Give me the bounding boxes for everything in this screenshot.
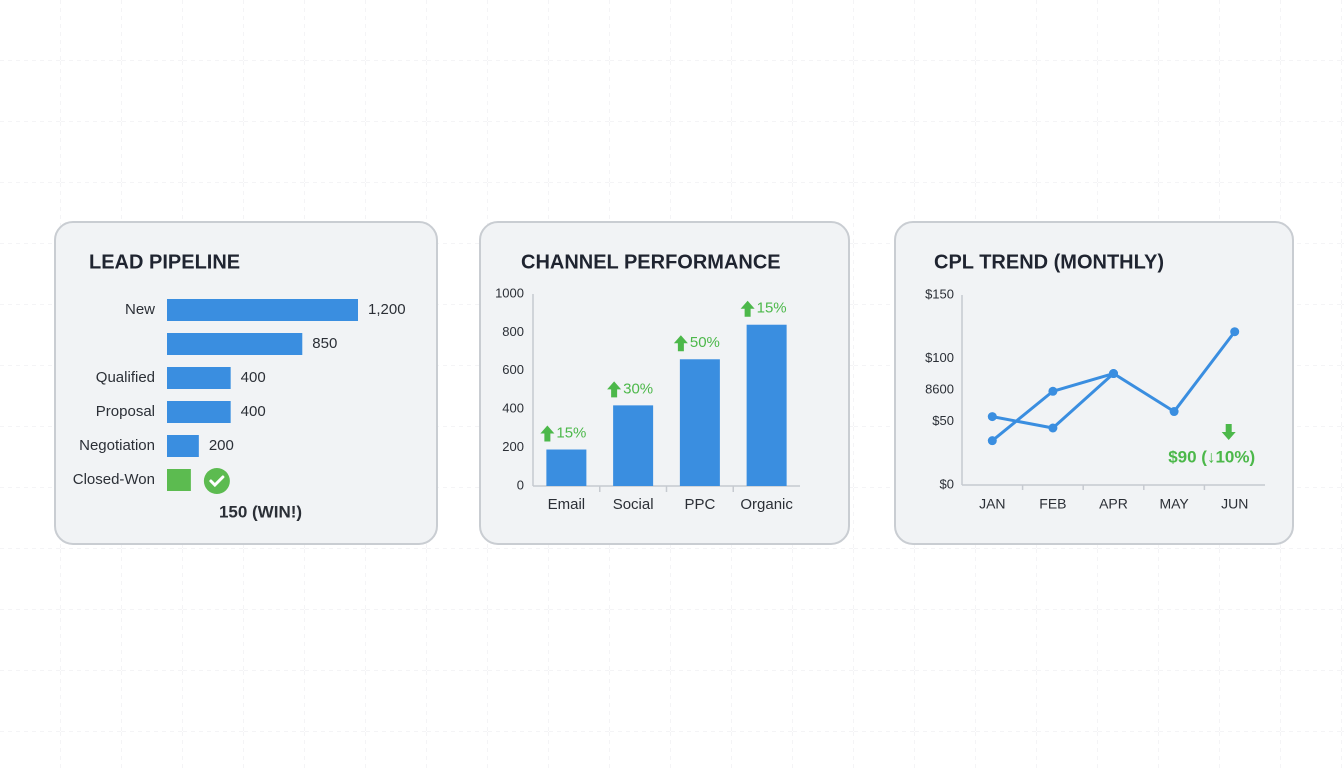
point xyxy=(1109,369,1118,379)
point xyxy=(987,412,997,422)
y-tick-label: 8600 xyxy=(925,381,954,396)
up-arrow xyxy=(607,381,622,398)
category-label: Proposal xyxy=(96,403,155,420)
category-label: New xyxy=(125,301,155,318)
down-arrow xyxy=(1221,424,1236,440)
point xyxy=(1048,386,1058,396)
y-tick-label: $50 xyxy=(932,413,954,428)
up-arrow xyxy=(673,335,688,352)
point xyxy=(1169,407,1179,417)
category-label: Qualified xyxy=(96,369,155,386)
x-tick-label: Social xyxy=(613,496,654,513)
y-tick-label: 400 xyxy=(502,401,524,416)
x-tick-label: Organic xyxy=(740,496,793,513)
up-arrow xyxy=(740,300,755,317)
x-tick-label: FEB xyxy=(1039,496,1066,512)
chart-title: CPL TREND (MONTHLY) xyxy=(934,251,1164,273)
y-tick-label: 1000 xyxy=(495,285,524,300)
category-label: Negotiation xyxy=(79,437,155,454)
y-tick-label: $0 xyxy=(940,476,954,491)
point xyxy=(987,436,997,446)
y-tick-label: 0 xyxy=(517,477,524,492)
point xyxy=(1048,423,1058,433)
annotation: 30% xyxy=(623,380,653,397)
bar xyxy=(679,359,720,486)
value-label: 400 xyxy=(241,403,266,420)
value-label: 200 xyxy=(209,437,234,454)
x-tick-label: PPC xyxy=(684,496,715,513)
bar xyxy=(613,405,654,486)
value-label: 400 xyxy=(241,369,266,386)
bar xyxy=(167,333,303,355)
x-tick-label: JUN xyxy=(1221,496,1248,512)
check-mark xyxy=(209,475,225,488)
annotation: 15% xyxy=(556,424,586,441)
y-tick-label: 800 xyxy=(502,324,524,339)
bar xyxy=(167,435,199,457)
y-tick-label: 200 xyxy=(502,439,524,454)
chart-title: LEAD PIPELINE xyxy=(89,251,240,273)
card xyxy=(894,221,1294,545)
bar xyxy=(746,324,787,486)
annotation: 15% xyxy=(757,300,787,317)
bar xyxy=(167,469,191,491)
chart-title: CHANNEL PERFORMANCE xyxy=(521,251,781,273)
x-tick-label: JAN xyxy=(979,496,1005,512)
point xyxy=(1230,327,1240,337)
annotation: $90 (↓10%) xyxy=(1168,447,1255,466)
x-tick-label: MAY xyxy=(1159,496,1189,512)
bar xyxy=(546,449,587,486)
value-label: 1,200 xyxy=(368,301,406,318)
x-tick-label: Email xyxy=(548,496,586,513)
bar xyxy=(167,367,231,389)
value-label: 850 xyxy=(312,335,337,352)
bar xyxy=(167,299,358,321)
bar xyxy=(167,401,231,423)
value-label: 150 (WIN!) xyxy=(219,502,302,521)
up-arrow xyxy=(540,425,555,442)
annotation: 50% xyxy=(690,334,720,351)
y-tick-label: $150 xyxy=(925,286,954,301)
category-label: Closed-Won xyxy=(73,471,155,488)
x-tick-label: APR xyxy=(1099,496,1128,512)
y-tick-label: 600 xyxy=(502,362,524,377)
y-tick-label: $100 xyxy=(925,350,954,365)
